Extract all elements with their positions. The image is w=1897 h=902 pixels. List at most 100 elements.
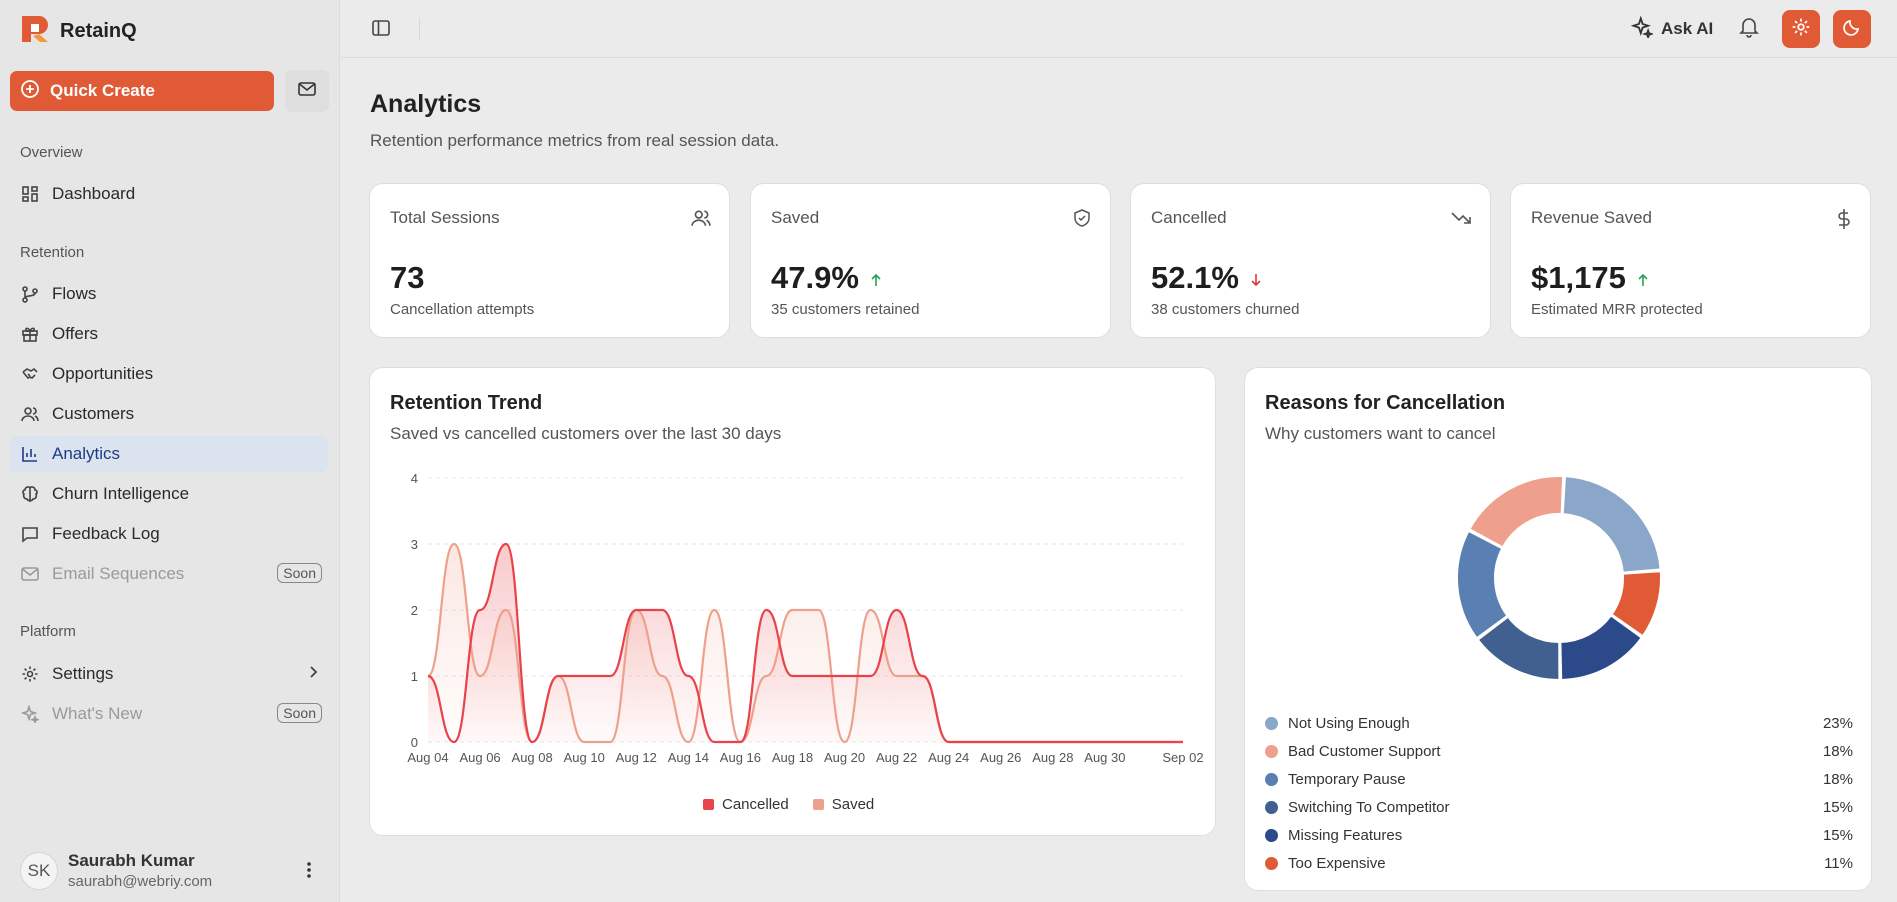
quick-create-button[interactable]: Quick Create: [10, 71, 274, 111]
chart-subtitle: Why customers want to cancel: [1265, 424, 1496, 443]
legend-item-saved: Saved: [812, 796, 874, 813]
arrow-up-icon: [1636, 260, 1650, 296]
legend-item: Bad Customer Support 18%: [1265, 737, 1853, 765]
x-tick-label: Aug 18: [772, 750, 813, 765]
moon-icon: [1842, 17, 1862, 42]
legend-dot: [1265, 828, 1278, 842]
plus-circle-icon: [20, 79, 40, 104]
legend-percent: 18%: [1822, 770, 1853, 788]
sidebar-item-whats-new[interactable]: What's New Soon: [10, 696, 328, 732]
legend-percent: 18%: [1822, 742, 1853, 760]
legend-label: Not Using Enough: [1288, 714, 1410, 732]
donut-slice-too-expensive[interactable]: [1610, 570, 1662, 638]
brand[interactable]: RetainQ: [20, 14, 137, 49]
user-email: saurabh@webriy.com: [68, 873, 213, 890]
legend-percent: 15%: [1822, 798, 1853, 816]
stat-subtext: 35 customers retained: [771, 301, 920, 318]
donut-slice-bad-customer-support[interactable]: [1468, 475, 1565, 549]
legend-label: Temporary Pause: [1288, 770, 1406, 788]
x-tick-label: Aug 14: [668, 750, 709, 765]
settings-button[interactable]: [1782, 10, 1820, 48]
reasons-card: Reasons for Cancellation Why customers w…: [1244, 367, 1872, 891]
legend-label: Too Expensive: [1288, 854, 1386, 872]
divider: [419, 18, 420, 40]
more-vertical-icon[interactable]: [300, 860, 318, 885]
sidebar-toggle-icon[interactable]: [371, 18, 391, 43]
x-tick-label: Aug 08: [512, 750, 553, 765]
sparkles-icon: [20, 704, 40, 724]
sidebar-item-label: Analytics: [52, 444, 121, 463]
legend-percent: 15%: [1822, 826, 1853, 844]
section-retention: Retention: [20, 244, 85, 261]
series-line-cancelled: [427, 542, 1184, 744]
arrow-down-icon: [1249, 260, 1263, 296]
git-branch-icon: [20, 284, 40, 304]
x-tick-label: Aug 10: [564, 750, 605, 765]
x-tick-label: Aug 06: [459, 750, 500, 765]
y-tick-label: 3: [411, 537, 418, 552]
user-name: Saurabh Kumar: [68, 851, 195, 870]
donut-slice-switching-to-competitor[interactable]: [1476, 615, 1561, 681]
sidebar: RetainQ Quick Create Overview Dashboard …: [0, 0, 340, 902]
legend-item: Missing Features 15%: [1265, 821, 1853, 849]
sidebar-item-label: Flows: [52, 284, 97, 303]
ask-ai-label: Ask AI: [1661, 19, 1714, 38]
legend-dot: [1265, 772, 1278, 786]
legend-label: Missing Features: [1288, 826, 1403, 844]
sidebar-item-label: Email Sequences: [52, 564, 185, 583]
legend-dot: [1265, 744, 1278, 758]
sidebar-item-opportunities[interactable]: Opportunities: [10, 356, 328, 392]
legend-item-cancelled: Cancelled: [703, 796, 789, 813]
theme-toggle-button[interactable]: [1833, 10, 1871, 48]
topbar: Ask AI: [341, 0, 1897, 58]
legend-item: Too Expensive 11%: [1265, 849, 1853, 877]
sidebar-item-churn-intelligence[interactable]: Churn Intelligence: [10, 476, 328, 512]
chart-legend: Cancelled Saved: [703, 796, 874, 813]
sidebar-item-feedback-log[interactable]: Feedback Log: [10, 516, 328, 552]
stat-title: Saved: [771, 208, 820, 227]
stat-value: 47.9%: [771, 260, 883, 296]
chart-title: Retention Trend: [390, 392, 543, 414]
sidebar-item-settings[interactable]: Settings: [10, 656, 328, 692]
sidebar-item-customers[interactable]: Customers: [10, 396, 328, 432]
sidebar-item-label: What's New: [52, 704, 143, 723]
ask-ai-button[interactable]: Ask AI: [1630, 14, 1714, 44]
x-tick-label: Aug 12: [616, 750, 657, 765]
stat-value: $1,175: [1531, 260, 1650, 296]
donut-slice-missing-features[interactable]: [1559, 614, 1644, 681]
donut-slice-not-using-enough[interactable]: [1561, 475, 1662, 574]
donut-slice-temporary-pause[interactable]: [1456, 529, 1509, 640]
gift-icon: [20, 324, 40, 344]
stat-subtext: Cancellation attempts: [390, 301, 535, 318]
sidebar-item-label: Feedback Log: [52, 524, 160, 543]
chevron-right-icon: [308, 664, 318, 685]
retention-trend-chart: 0 1 2 3 4 Aug 04 Aug 06 Aug 08 Aug 10 Aug 12 Aug …: [407, 471, 1203, 765]
mail-icon: [298, 81, 316, 102]
legend-item: Not Using Enough 23%: [1265, 709, 1853, 737]
sidebar-item-label: Customers: [52, 404, 135, 423]
legend-label: Bad Customer Support: [1288, 742, 1441, 760]
gear-icon: [1791, 17, 1811, 42]
stat-title: Total Sessions: [390, 208, 500, 227]
y-tick-label: 1: [411, 669, 418, 684]
user-profile[interactable]: SK Saurabh Kumar saurabh@webriy.com: [20, 851, 212, 890]
x-tick-label: Aug 28: [1032, 750, 1073, 765]
y-tick-label: 2: [411, 603, 418, 618]
legend-dot: [1265, 856, 1278, 870]
stat-card-revenue-saved: Revenue Saved $1,175 Estimated MRR prote…: [1510, 183, 1871, 338]
trending-down-icon: [1450, 208, 1472, 233]
stat-subtext: 38 customers churned: [1151, 301, 1300, 318]
soon-badge: Soon: [277, 703, 322, 723]
sidebar-item-email-sequences[interactable]: Email Sequences Soon: [10, 556, 328, 592]
sidebar-item-analytics[interactable]: Analytics: [10, 436, 328, 472]
sidebar-item-offers[interactable]: Offers: [10, 316, 328, 352]
stat-value: 73: [390, 260, 425, 295]
mail-icon: [20, 564, 40, 584]
sidebar-item-dashboard[interactable]: Dashboard: [10, 176, 328, 212]
sidebar-item-label: Dashboard: [52, 184, 136, 203]
sidebar-item-flows[interactable]: Flows: [10, 276, 328, 312]
brain-icon: [20, 484, 40, 504]
inbox-button[interactable]: [285, 70, 329, 112]
x-tick-label: Sep 02: [1162, 750, 1203, 765]
bell-icon[interactable]: [1739, 16, 1759, 43]
